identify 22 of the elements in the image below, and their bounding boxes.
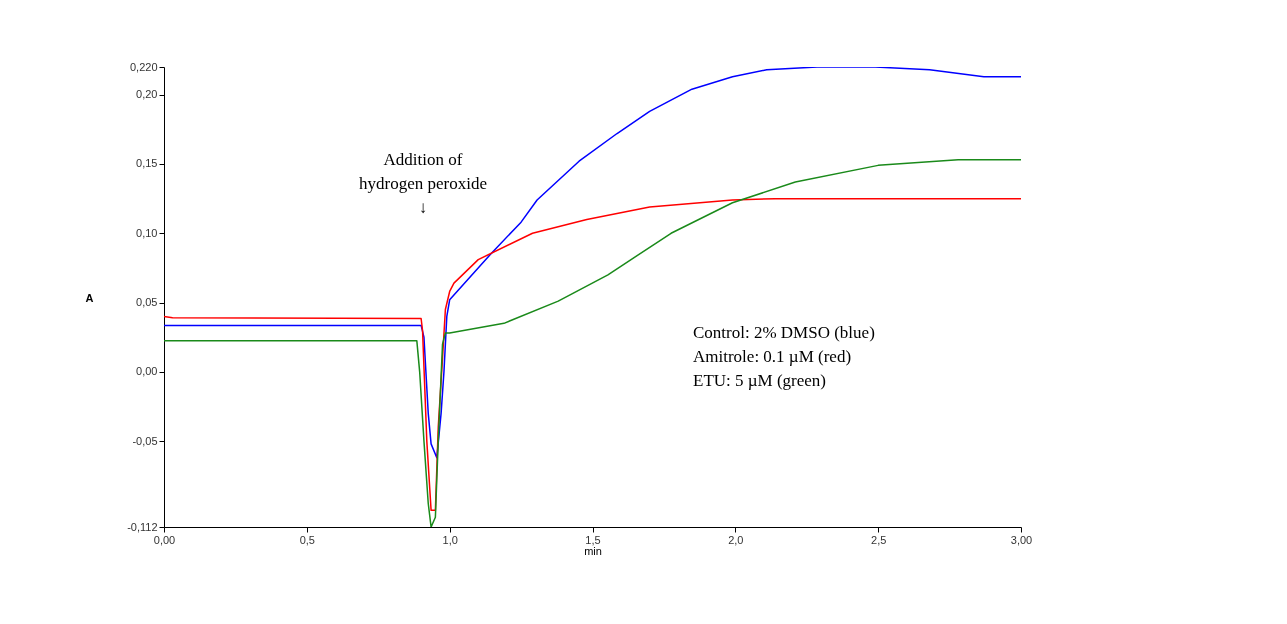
y-tick-label: -0,05 [132,434,158,447]
y-tick-label: 0,20 [136,88,158,101]
x-tick-label: 1,5 [585,533,601,546]
annotation: Addition of hydrogen peroxide ↓ [359,150,487,217]
y-axis-title: A [85,292,94,305]
y-tick-label: 0,00 [136,365,158,378]
x-tick-label: 1,0 [442,533,458,546]
x-tick-label: 0,5 [299,533,315,546]
x-axis-title: min [584,544,602,557]
line-series [164,67,1021,459]
y-tick-label: 0,10 [136,226,158,239]
y-tick-label: 0,15 [136,157,158,170]
y-tick-label: -0,112 [127,520,158,533]
annotation: ETU: 5 µM (green) [693,371,827,390]
y-tick-label: 0,05 [136,296,158,309]
x-tick-label: 3,00 [1010,533,1033,546]
x-tick-label: 2,0 [728,533,744,546]
y-tick-label: 0,220 [129,60,158,73]
annotation: Control: 2% DMSO (blue) [693,323,875,342]
x-tick-label: 0,00 [153,533,176,546]
x-tick-label: 2,5 [871,533,887,546]
annotation: Amitrole: 0.1 µM (red) [693,347,852,366]
